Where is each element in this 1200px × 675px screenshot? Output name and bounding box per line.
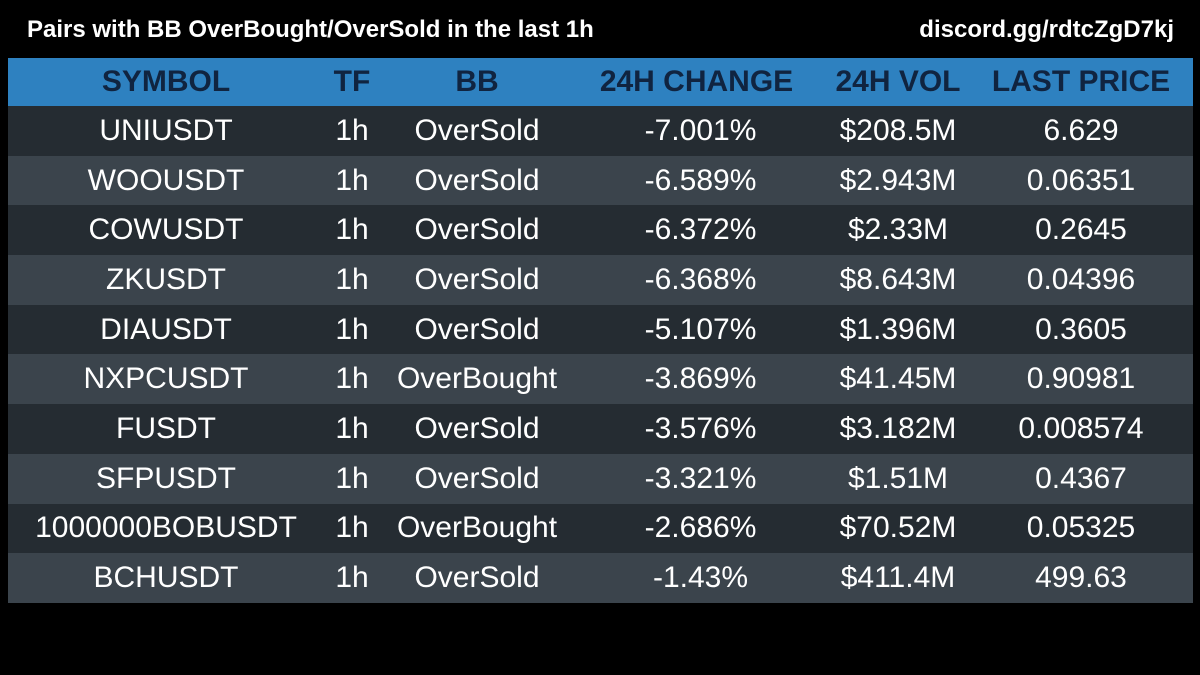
- price-cell: 0.2645: [1035, 213, 1127, 247]
- table-row: 1000000BOBUSDT 1h OverBought -2.686% $70.52M…: [8, 503, 1193, 554]
- change-cell: -3.321%: [644, 461, 757, 495]
- timeframe-cell: 1h: [335, 461, 369, 495]
- table-row: WOOUSDT 1h OverSold -6.589% $2.943M 0.06351: [8, 155, 1193, 206]
- bb-status-cell: OverBought: [396, 362, 558, 396]
- discord-invite-link[interactable]: discord.gg/rdtcZgD7kj: [919, 16, 1174, 43]
- table-row: ZKUSDT 1h OverSold -6.368% $8.643M 0.04396: [8, 255, 1193, 305]
- price-cell: 0.3605: [1035, 312, 1127, 346]
- table-row: NXPCUSDT 1h OverBought -3.869% $41.45M 0.9098…: [8, 354, 1193, 405]
- change-cell: -6.589%: [644, 163, 757, 197]
- bb-status-cell: OverSold: [414, 113, 540, 147]
- bb-status-cell: OverSold: [414, 411, 540, 445]
- price-cell: 0.06351: [1026, 163, 1136, 197]
- bb-status-cell: OverSold: [414, 561, 540, 595]
- bb-status-cell: OverSold: [414, 312, 540, 346]
- timeframe-cell: 1h: [335, 312, 369, 346]
- volume-cell: $1.396M: [839, 312, 957, 346]
- timeframe-cell: 1h: [335, 113, 369, 147]
- price-cell: 6.629: [1043, 113, 1119, 147]
- volume-cell: $1.51M: [847, 461, 949, 495]
- column-header-24h-change: 24H CHANGE: [599, 65, 794, 98]
- table-row: BCHUSDT 1h OverSold -1.43% $411.4M 499.63: [8, 553, 1193, 603]
- timeframe-cell: 1h: [335, 511, 369, 545]
- timeframe-cell: 1h: [335, 362, 369, 396]
- column-header-last-price: LAST PRICE: [991, 65, 1171, 98]
- column-header-symbol: SYMBOL: [101, 65, 231, 98]
- symbol-cell: DIAUSDT: [100, 312, 232, 346]
- change-cell: -6.368%: [644, 262, 757, 296]
- symbol-cell: COWUSDT: [88, 213, 244, 247]
- volume-cell: $70.52M: [839, 511, 957, 545]
- symbol-cell: ZKUSDT: [106, 262, 226, 296]
- table-body: UNIUSDT 1h OverSold -7.001% $208.5M 6.629 WOOU…: [8, 106, 1193, 603]
- price-cell: 0.008574: [1018, 411, 1144, 445]
- column-header-bb: BB: [455, 65, 499, 98]
- change-cell: -3.869%: [644, 362, 757, 396]
- table-row: DIAUSDT 1h OverSold -5.107% $1.396M 0.3605: [8, 304, 1193, 355]
- volume-cell: $41.45M: [839, 362, 957, 396]
- change-cell: -3.576%: [644, 411, 757, 445]
- bb-status-cell: OverSold: [414, 163, 540, 197]
- price-cell: 499.63: [1035, 561, 1127, 595]
- change-cell: -5.107%: [644, 312, 757, 346]
- symbol-cell: 1000000BOBUSDT: [35, 511, 297, 545]
- volume-cell: $2.943M: [839, 163, 957, 197]
- table-row: SFPUSDT 1h OverSold -3.321% $1.51M 0.4367: [8, 453, 1193, 504]
- change-cell: -2.686%: [644, 511, 757, 545]
- table-row: UNIUSDT 1h OverSold -7.001% $208.5M 6.629: [8, 106, 1193, 156]
- change-cell: -1.43%: [652, 561, 749, 595]
- volume-cell: $411.4M: [840, 561, 956, 595]
- price-cell: 0.4367: [1035, 461, 1127, 495]
- table-header-row: SYMBOL TF BB 24H CHANGE 24H VOL LAST PRI…: [8, 58, 1193, 106]
- table-row: COWUSDT 1h OverSold -6.372% $2.33M 0.2645: [8, 205, 1193, 256]
- header-bar: Pairs with BB OverBought/OverSold in the…: [0, 0, 1200, 58]
- symbol-cell: BCHUSDT: [93, 561, 239, 595]
- table-row: FUSDT 1h OverSold -3.576% $3.182M 0.008574: [8, 404, 1193, 454]
- bb-status-cell: OverSold: [414, 461, 540, 495]
- timeframe-cell: 1h: [335, 213, 369, 247]
- symbol-cell: NXPCUSDT: [83, 362, 249, 396]
- price-cell: 0.04396: [1026, 262, 1136, 296]
- bb-status-cell: OverBought: [396, 511, 558, 545]
- volume-cell: $8.643M: [839, 262, 957, 296]
- timeframe-cell: 1h: [335, 163, 369, 197]
- pairs-table: SYMBOL TF BB 24H CHANGE 24H VOL LAST PRI…: [8, 58, 1193, 603]
- volume-cell: $3.182M: [839, 411, 957, 445]
- change-cell: -6.372%: [644, 213, 757, 247]
- timeframe-cell: 1h: [335, 411, 369, 445]
- column-header-tf: TF: [333, 65, 371, 98]
- symbol-cell: FUSDT: [116, 411, 216, 445]
- price-cell: 0.05325: [1026, 511, 1136, 545]
- volume-cell: $208.5M: [839, 113, 957, 147]
- change-cell: -7.001%: [644, 113, 757, 147]
- page-title: Pairs with BB OverBought/OverSold in the…: [27, 16, 594, 43]
- volume-cell: $2.33M: [847, 213, 949, 247]
- timeframe-cell: 1h: [335, 262, 369, 296]
- symbol-cell: SFPUSDT: [95, 461, 236, 495]
- symbol-cell: UNIUSDT: [99, 113, 233, 147]
- bb-status-cell: OverSold: [414, 213, 540, 247]
- symbol-cell: WOOUSDT: [87, 163, 245, 197]
- bb-status-cell: OverSold: [414, 262, 540, 296]
- timeframe-cell: 1h: [335, 561, 369, 595]
- column-header-24h-vol: 24H VOL: [835, 65, 961, 98]
- price-cell: 0.90981: [1026, 362, 1136, 396]
